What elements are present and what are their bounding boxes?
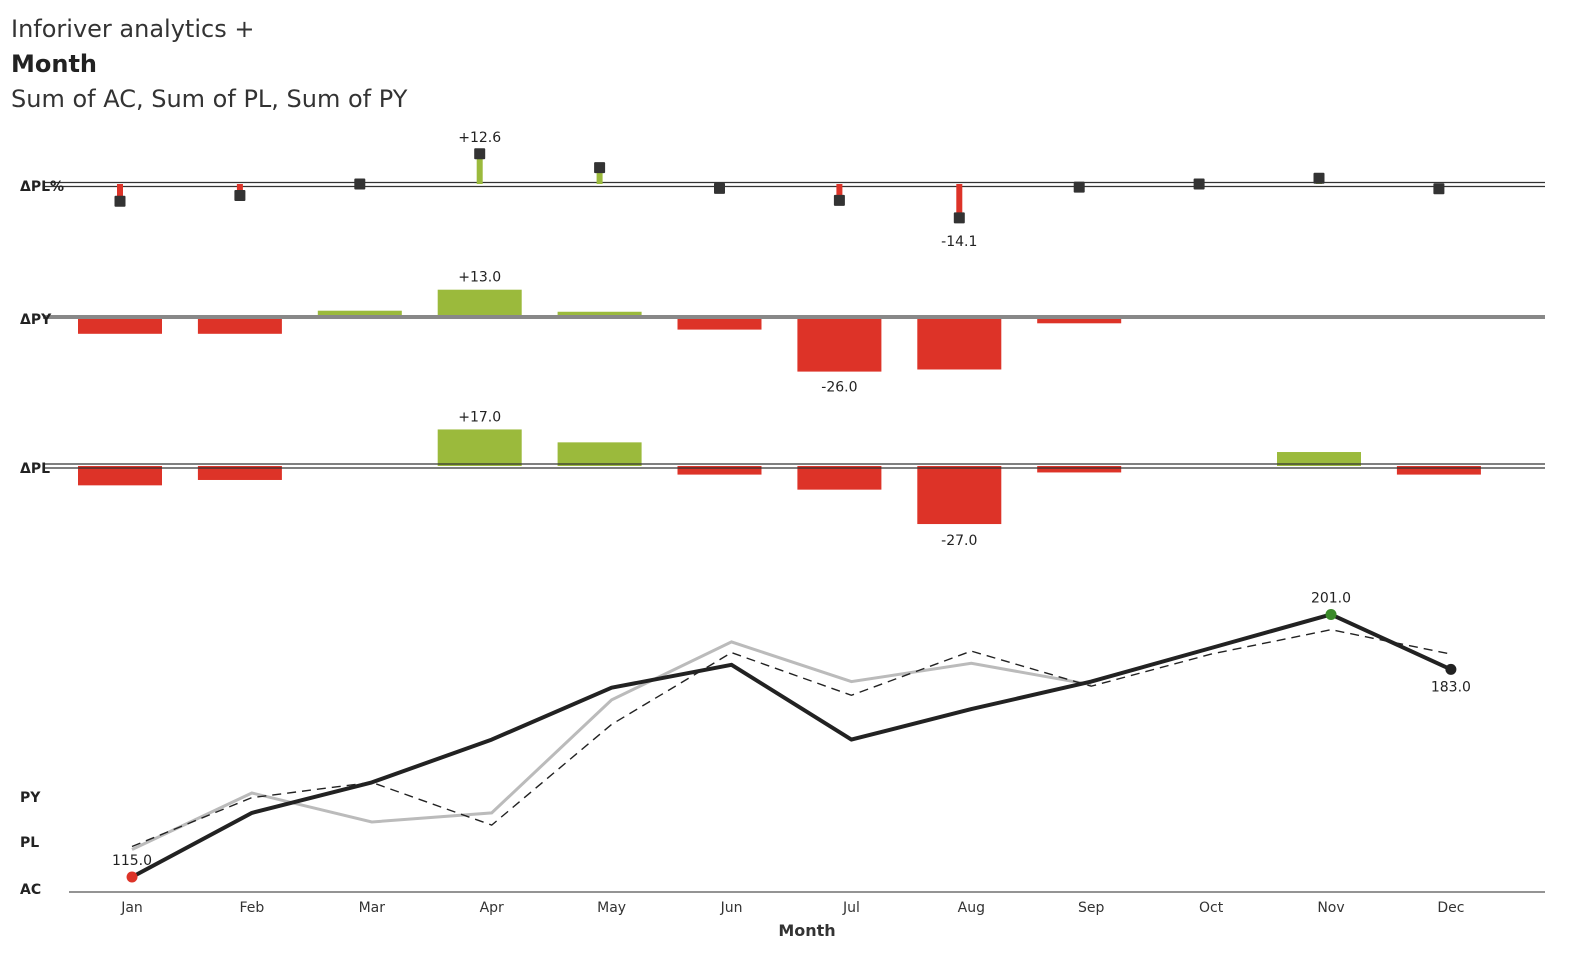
legend-label-pl: PL: [20, 835, 39, 851]
delta-pl-pct-marker: [594, 162, 606, 174]
x-tick-label: Dec: [1437, 900, 1464, 916]
delta-py-row-label: ΔPY: [20, 312, 52, 328]
x-tick-label: Sep: [1078, 900, 1105, 916]
ac-data-label: 115.0: [112, 853, 152, 869]
ac-data-label: 183.0: [1431, 679, 1471, 695]
category-title: Month: [11, 50, 98, 78]
x-tick-label: Jan: [120, 900, 143, 916]
legend-label-ac: AC: [20, 882, 41, 898]
delta-pl-bar: [557, 442, 642, 466]
x-tick-label: May: [597, 900, 626, 916]
x-tick-label: Oct: [1199, 900, 1224, 916]
delta-py-bar: [677, 317, 762, 330]
py-series-line: [131, 628, 1452, 848]
x-tick-label: Mar: [359, 900, 386, 916]
delta-pl-pct-marker: [714, 182, 725, 194]
delta-pl-pct-pin: [117, 184, 123, 202]
delta-pl-pct-row-label: ΔPL%: [20, 179, 64, 195]
measures-title: Sum of AC, Sum of PL, Sum of PY: [11, 85, 408, 113]
delta-py-bar: [797, 317, 882, 372]
delta-pl-pct-marker: [833, 194, 845, 206]
ac-point-marker: [1445, 663, 1457, 675]
delta-py-data-label: -26.0: [821, 380, 857, 396]
delta-pl-bar: [1277, 452, 1361, 466]
delta-pl-pct-pin: [836, 184, 843, 201]
delta-pl-pct-data-label: -14.1: [941, 234, 977, 250]
x-tick-label: Nov: [1317, 900, 1344, 916]
ac-point-marker: [126, 871, 138, 883]
delta-pl-pct-pin: [476, 153, 483, 184]
delta-pl-pct-marker: [1433, 183, 1445, 195]
delta-py-data-label: +13.0: [458, 270, 501, 286]
ac-point-marker: [1325, 608, 1337, 620]
delta-pl-bar: [437, 429, 522, 466]
x-tick-label: Jul: [842, 900, 860, 916]
app-title: Inforiver analytics +: [11, 15, 255, 43]
delta-pl-pct-pin: [596, 167, 603, 184]
delta-pl-pct-marker: [474, 148, 486, 160]
delta-pl-pct-marker: [1193, 178, 1205, 190]
legend-label-py: PY: [20, 790, 41, 806]
delta-pl-bar: [677, 466, 762, 475]
delta-pl-bar: [197, 466, 282, 480]
x-tick-label: Aug: [958, 900, 985, 916]
pl-series-line: [131, 640, 1092, 851]
delta-pl-data-label: -27.0: [941, 533, 977, 549]
delta-pl-pct-marker: [1313, 172, 1325, 184]
delta-pl-pct-marker: [953, 212, 965, 224]
delta-pl-bar: [797, 466, 882, 490]
delta-pl-pct-marker: [234, 190, 246, 202]
delta-py-bar: [78, 317, 162, 334]
ac-series-line: [131, 612, 1452, 879]
delta-pl-pct-marker: [1073, 181, 1085, 193]
delta-pl-pct-pin: [956, 184, 963, 218]
delta-pl-pct-marker: [354, 178, 366, 190]
delta-pl-bar: [1396, 466, 1481, 475]
x-tick-label: Feb: [240, 900, 265, 916]
delta-pl-bar: [78, 466, 162, 486]
delta-pl-pct-data-label: +12.6: [458, 130, 501, 146]
x-tick-label: Apr: [480, 900, 504, 916]
delta-py-bar: [1037, 317, 1122, 324]
x-axis-title: Month: [778, 921, 835, 940]
delta-py-bar: [437, 289, 522, 317]
delta-py-bar: [317, 310, 402, 317]
x-tick-label: Jun: [720, 900, 743, 916]
delta-pl-row-label: ΔPL: [20, 461, 50, 477]
delta-py-bar: [917, 317, 1002, 370]
title-block: Inforiver analytics + Month Sum of AC, S…: [11, 12, 407, 116]
delta-pl-data-label: +17.0: [458, 409, 501, 425]
delta-pl-pct-pin: [236, 184, 243, 196]
delta-py-bar: [197, 317, 282, 334]
ac-data-label: 201.0: [1311, 590, 1351, 606]
delta-pl-bar: [917, 466, 1002, 525]
delta-py-bar: [557, 311, 642, 317]
delta-pl-pct-marker: [114, 195, 126, 207]
delta-pl-bar: [1037, 466, 1122, 473]
